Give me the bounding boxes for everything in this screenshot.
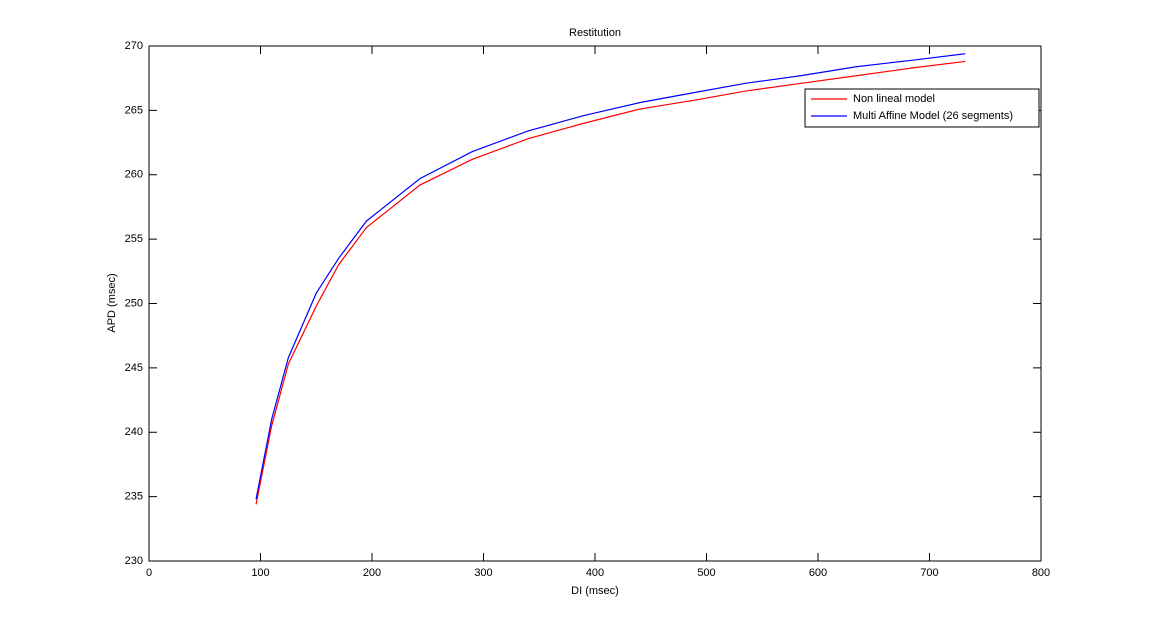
chart-title: Restitution: [569, 27, 621, 39]
y-tick-label: 250: [125, 297, 143, 309]
plot-area: [148, 45, 1042, 562]
y-tick-label: 230: [125, 555, 143, 567]
series-line: [255, 60, 966, 505]
legend-label: Non lineal model: [853, 93, 935, 105]
y-tick-label: 245: [125, 362, 143, 374]
x-tick-label: 100: [251, 567, 269, 579]
x-axis-label: DI (msec): [571, 585, 619, 597]
x-tick-label: 700: [920, 567, 938, 579]
y-tick-label: 255: [125, 233, 143, 245]
x-tick-label: 300: [474, 567, 492, 579]
y-tick-label: 240: [125, 426, 143, 438]
legend-box: [804, 88, 1040, 128]
y-tick-label: 235: [125, 491, 143, 503]
legend-label: Multi Affine Model (26 segments): [853, 110, 1013, 122]
x-tick-label: 600: [809, 567, 827, 579]
x-tick-label: 500: [697, 567, 715, 579]
y-axis-label: APD (msec): [106, 273, 118, 332]
series-line: [255, 53, 966, 500]
x-tick-label: 200: [363, 567, 381, 579]
x-tick-label: 800: [1032, 567, 1050, 579]
x-tick-label: 400: [586, 567, 604, 579]
y-tick-label: 270: [125, 40, 143, 52]
x-tick-label: 0: [146, 567, 152, 579]
y-tick-label: 265: [125, 104, 143, 116]
y-tick-label: 260: [125, 169, 143, 181]
